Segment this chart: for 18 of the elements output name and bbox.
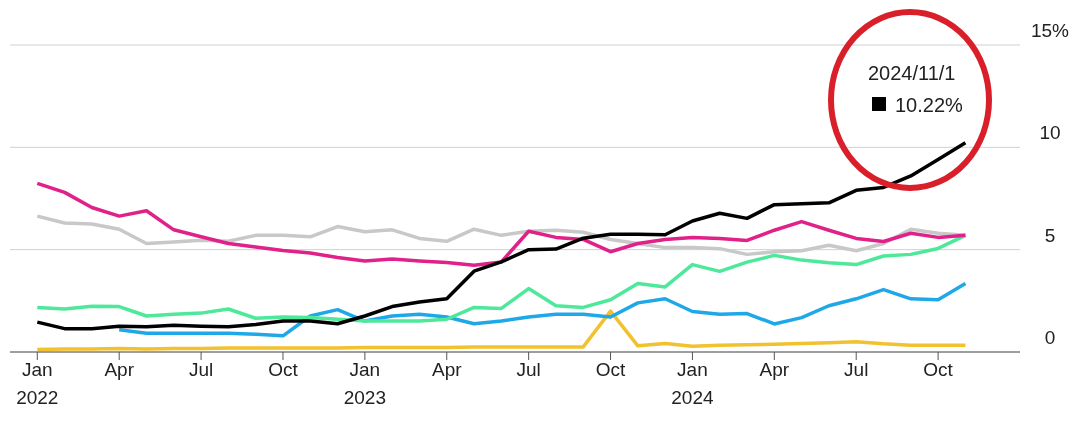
x-tick-label: Jul [516,359,541,380]
x-tick-label: Oct [595,359,627,380]
y-tick-label: 0 [1044,327,1056,348]
y-tick-label: 10 [1039,122,1061,144]
x-tick-label: Apr [431,359,463,380]
x-tick-label: Jan 2023 [343,359,387,408]
x-tick-label: Oct [923,359,954,380]
x-tick-label: Oct [268,359,299,380]
x-tick-label: Apr [759,359,790,380]
y-tick-label: 5 [1044,224,1056,246]
x-tick-label: Jan 2024 [671,359,714,408]
x-tick-label: Apr [104,359,135,380]
x-tick-label: Jul [188,359,214,380]
annotation: 10.22% [895,94,964,116]
annotation: 2024/11/1 [868,62,956,84]
x-tick-label: Jul [844,359,869,380]
y-tick-label: 15% [1030,20,1070,41]
x-tick-label: Jan 2022 [16,359,59,408]
